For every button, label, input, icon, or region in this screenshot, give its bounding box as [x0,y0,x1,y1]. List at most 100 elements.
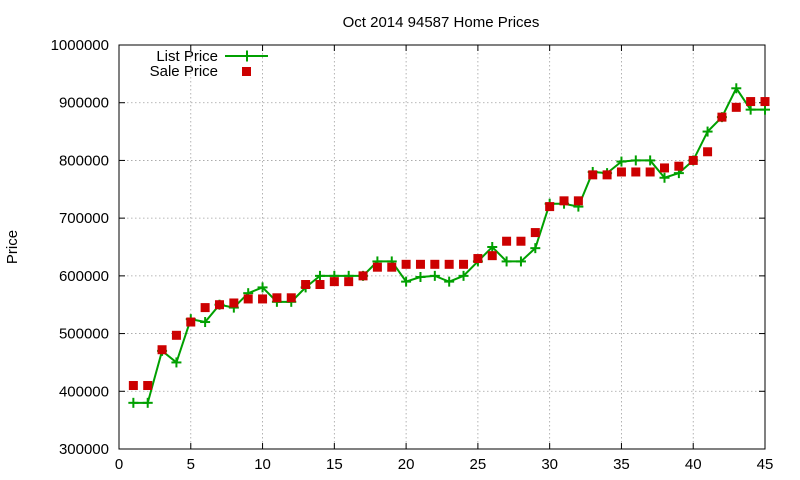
list-price-point [429,270,440,281]
x-axis-ticks: 0 5 10 15 20 25 30 35 40 45 [115,45,774,473]
x-tick-label: 25 [470,456,487,473]
list-price-point [444,276,455,287]
y-tick-label: 500000 [59,326,109,343]
sale-price-point [602,170,612,180]
sale-price-point [645,167,655,177]
sale-price-point [487,251,497,261]
list-price-point [515,256,526,267]
sale-price-point [688,155,698,165]
grid [119,45,765,449]
sale-price-point [157,345,167,355]
list-price-point [458,270,469,281]
legend-marker-list-price [241,50,253,62]
list-price-point [659,172,670,183]
sale-price-point [301,280,311,290]
list-price-point [645,155,656,166]
list-price-point [501,256,512,267]
sale-price-point [530,228,540,238]
sale-price-point [731,102,741,112]
sale-price-point [344,277,354,287]
sale-price-point [459,259,469,269]
sale-price-point [588,170,598,180]
sale-price-point [372,262,382,272]
sale-price-point [143,381,153,391]
sale-price-point [415,259,425,269]
sale-price-point [258,294,268,304]
x-tick-label: 20 [398,456,415,473]
x-tick-label: 0 [115,456,123,473]
sale-price-point [746,97,756,107]
x-tick-label: 15 [326,456,343,473]
list-price-point [314,270,325,281]
sale-price-point [674,161,684,171]
sale-price-point [286,293,296,303]
list-price-point [142,397,153,408]
sale-price-point [229,298,239,308]
sale-price-point [559,196,569,206]
series-layer [128,83,770,408]
list-price-point [487,242,498,252]
legend-label-sale-price: Sale Price [150,63,218,80]
sale-price-point [573,196,583,206]
list-price-point [415,272,426,283]
sale-price-point [502,236,512,246]
sale-price-point [401,259,411,269]
sale-price-point [272,293,282,303]
list-price-point [731,83,742,94]
list-price-point [630,155,641,166]
list-price-point [530,243,541,254]
list-price-point [200,317,211,328]
list-price-point [257,282,268,293]
x-tick-label: 40 [685,456,702,473]
x-tick-label: 30 [541,456,558,473]
x-tick-label: 5 [187,456,195,473]
y-tick-label: 700000 [59,210,109,227]
sale-price-point [128,381,138,391]
list-price-point [702,126,713,137]
y-tick-label: 900000 [59,95,109,112]
list-price-point [401,276,412,287]
sale-price-point [430,259,440,269]
list-price-point [616,156,627,167]
y-tick-label: 300000 [59,441,109,458]
sale-price-point [171,330,181,340]
chart-title: Oct 2014 94587 Home Prices [343,14,540,31]
sale-price-point [315,280,325,290]
sale-price-point [200,303,210,313]
y-tick-label: 400000 [59,383,109,400]
sale-price-point [616,167,626,177]
x-tick-label: 35 [613,456,630,473]
sale-price-point [703,147,713,157]
list-price-line [133,86,765,404]
y-axis-label: Price [4,230,21,264]
x-tick-label: 10 [254,456,271,473]
sale-price-point [516,236,526,246]
y-tick-label: 1000000 [51,37,109,54]
y-tick-label: 800000 [59,152,109,169]
sale-price-point [186,317,196,327]
sale-price-point [660,163,670,173]
sale-price-point [214,300,224,310]
list-price-point [171,357,182,368]
sale-price-point [387,262,397,272]
sale-price-point [631,167,641,177]
legend-label-list-price: List Price [156,48,218,65]
list-price-point [760,104,770,115]
y-axis-ticks: 300000 400000 500000 600000 700000 800000 9000… [51,37,765,458]
y-tick-label: 600000 [59,268,109,285]
sale-price-point [760,97,770,107]
sale-price-point [243,294,253,304]
sale-price-point [545,202,555,212]
sale-price-point [717,112,727,122]
sale-price-point [473,254,483,264]
sale-price-point [329,277,339,287]
list-price-point [745,104,756,115]
x-tick-label: 45 [757,456,774,473]
legend-marker-sale-price [242,67,251,76]
legend: List Price Sale Price [150,48,268,80]
sale-price-point [358,271,368,281]
plot-frame [118,44,766,450]
sale-price-point [444,259,454,269]
list-price-point [128,397,139,408]
